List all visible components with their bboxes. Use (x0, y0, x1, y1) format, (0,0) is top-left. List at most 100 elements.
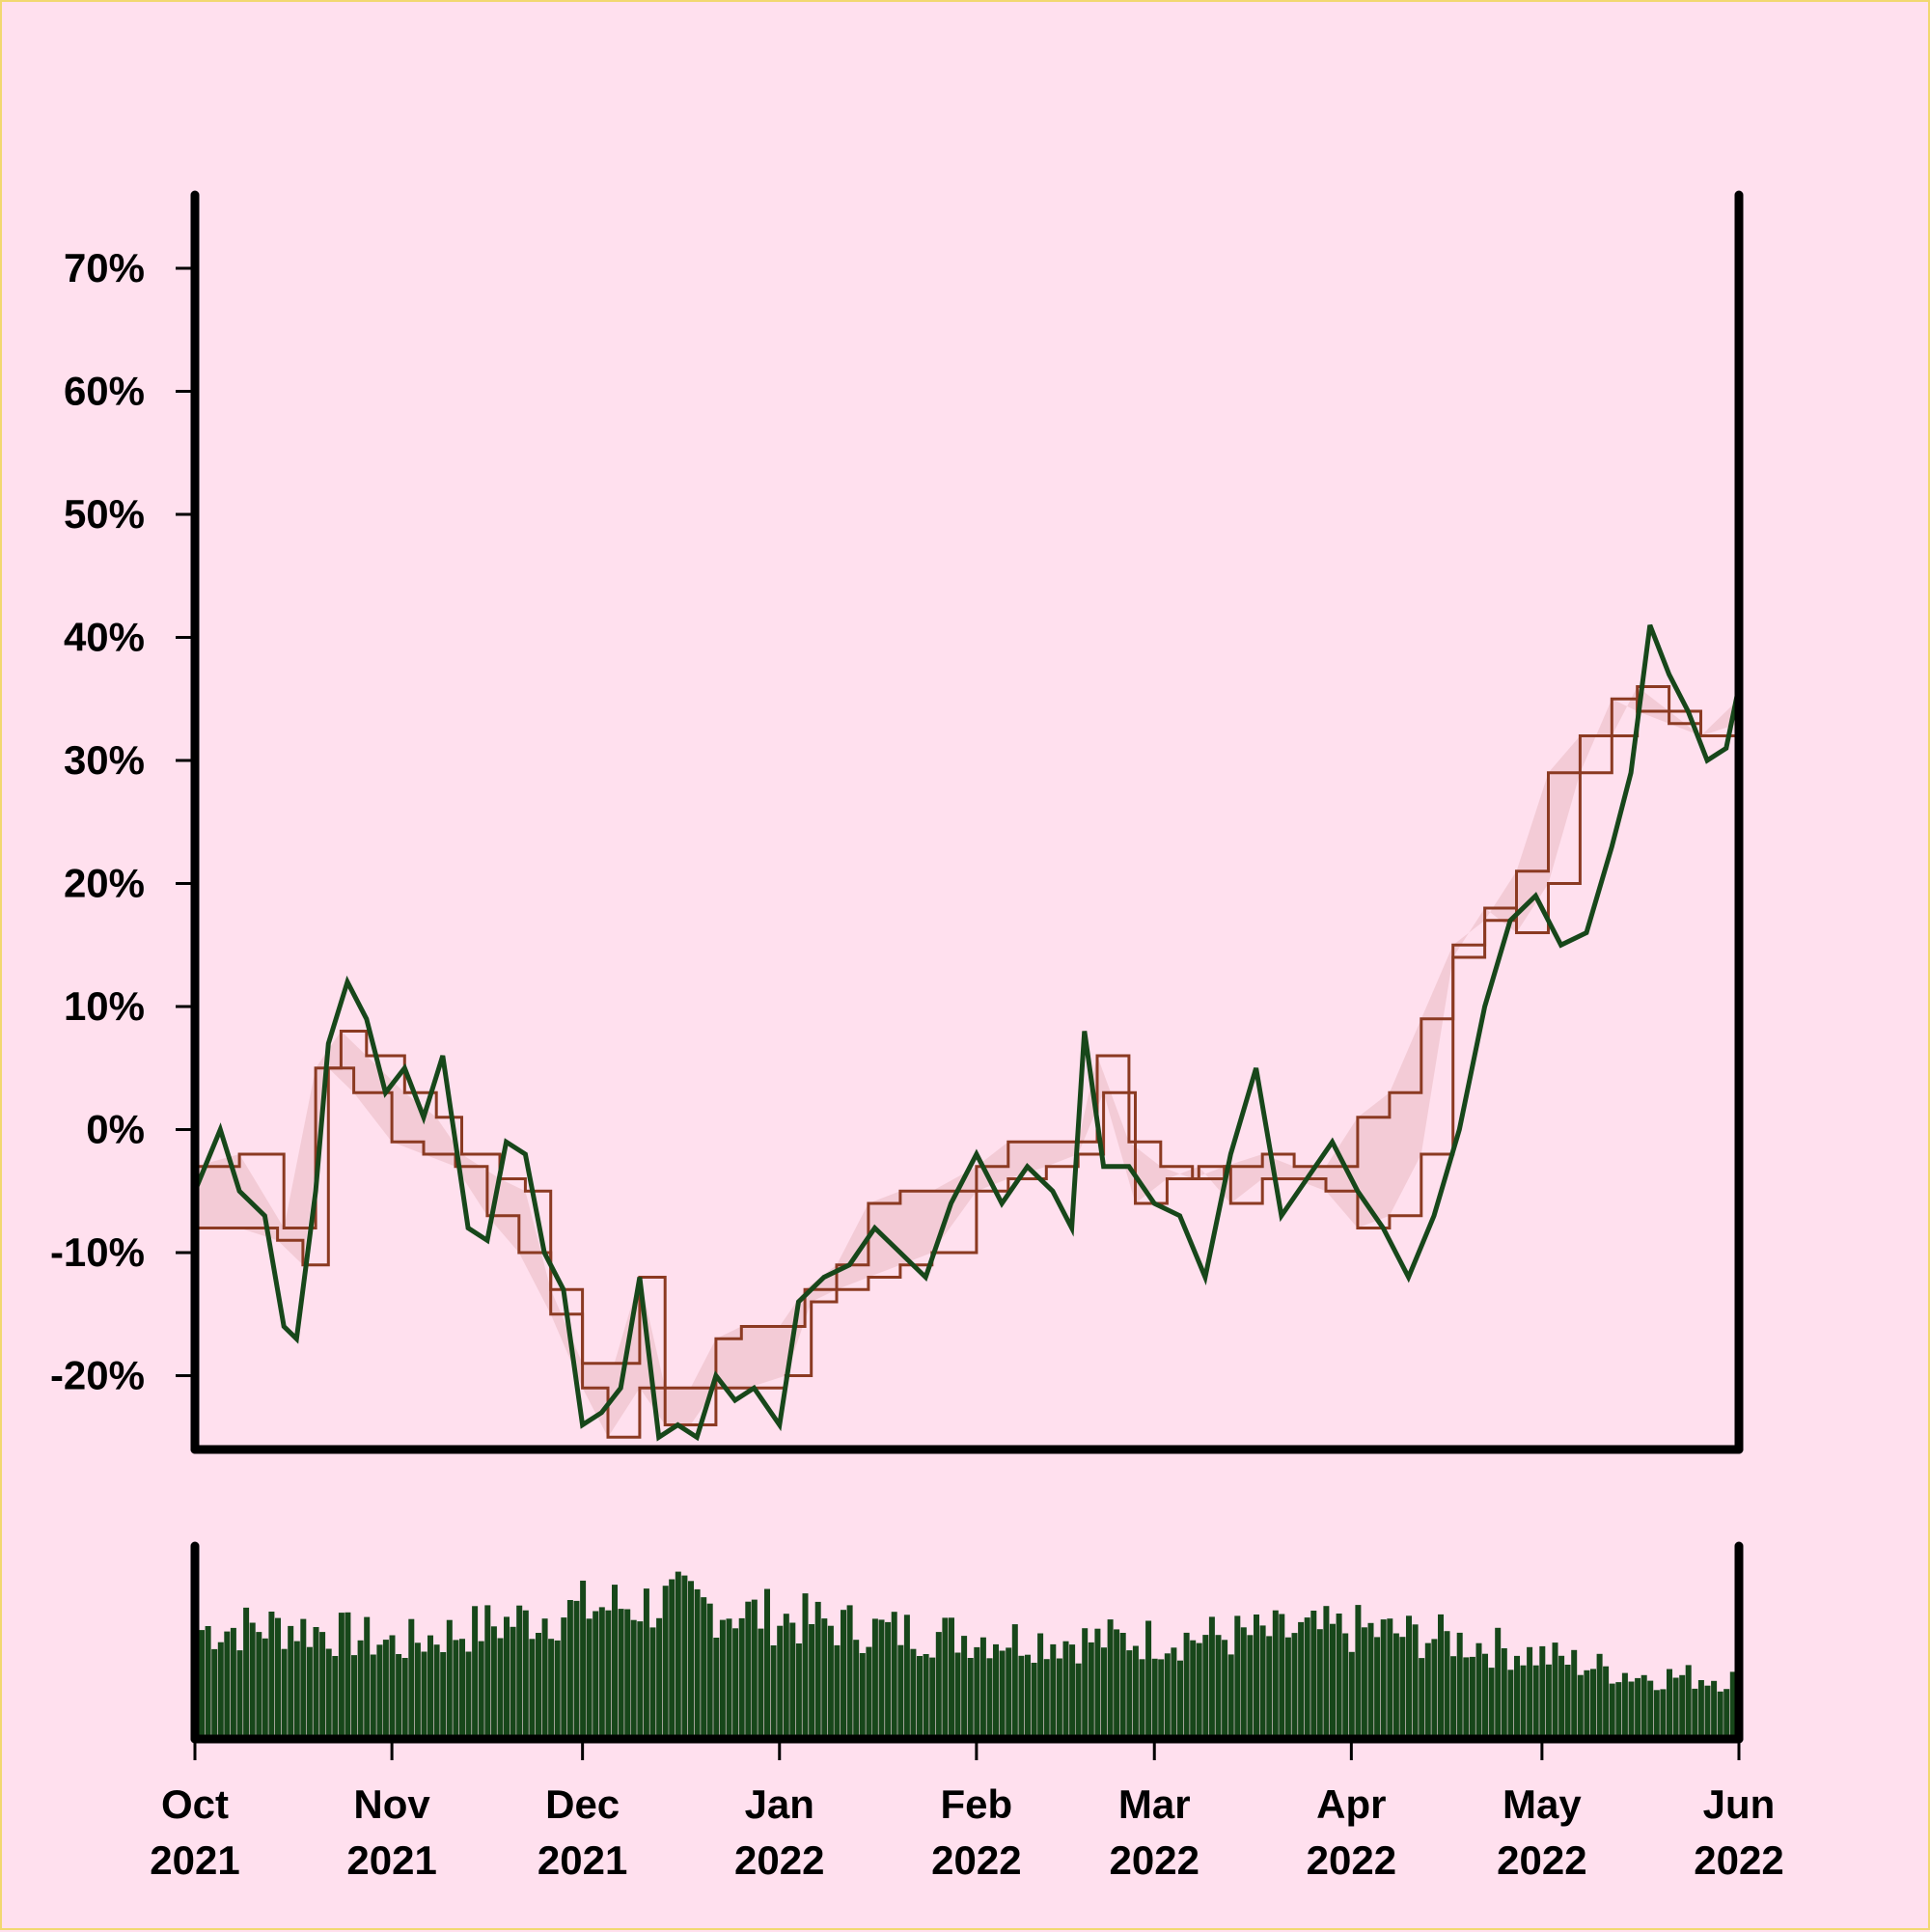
volume-bar (624, 1609, 631, 1739)
volume-bar (224, 1631, 231, 1739)
volume-bar (1672, 1677, 1679, 1739)
volume-bar (1094, 1628, 1101, 1739)
volume-bar (789, 1622, 796, 1739)
volume-bar (1545, 1664, 1552, 1739)
channel-band (195, 686, 1739, 1438)
x-tick-month-label: Apr (1316, 1781, 1386, 1827)
volume-bar (903, 1615, 910, 1739)
volume-bar (1660, 1689, 1667, 1739)
volume-bar (1596, 1653, 1603, 1739)
volume-bar (1406, 1615, 1412, 1739)
volume-bar (1399, 1637, 1406, 1739)
volume-bar (288, 1625, 294, 1739)
volume-bar (1667, 1669, 1672, 1739)
volume-bar (446, 1619, 453, 1739)
volume-bar (1107, 1619, 1114, 1739)
y-tick-label: -20% (50, 1353, 145, 1398)
volume-bar (656, 1617, 663, 1739)
volume-bar (554, 1640, 561, 1739)
volume-bar (421, 1651, 427, 1739)
volume-bar (675, 1571, 681, 1739)
channel-lines (195, 685, 1739, 1439)
volume-bar (999, 1650, 1006, 1739)
volume-bar (1424, 1642, 1431, 1739)
volume-bar (1323, 1606, 1330, 1739)
volume-bar (809, 1624, 815, 1739)
volume-bar (853, 1640, 860, 1739)
volume-bar (382, 1640, 389, 1739)
volume-bar (669, 1579, 676, 1739)
volume-bar (1043, 1659, 1050, 1739)
volume-bar (217, 1642, 224, 1739)
volume-bar (389, 1635, 396, 1739)
volume-bar (649, 1627, 656, 1739)
volume-bar (1126, 1650, 1133, 1739)
x-tick-year-label: 2022 (1497, 1837, 1586, 1883)
channel-fill (195, 686, 1739, 1438)
volume-bar (935, 1632, 942, 1739)
volume-bar (1158, 1659, 1165, 1739)
volume-bar (593, 1611, 599, 1739)
x-tick-year-label: 2021 (150, 1837, 239, 1883)
volume-bar (834, 1644, 841, 1739)
volume-bar (1151, 1658, 1158, 1739)
volume-bar (325, 1648, 332, 1739)
volume-bar (917, 1656, 923, 1739)
volume-bar (262, 1638, 268, 1739)
volume-bar (516, 1605, 523, 1739)
volume-bar (637, 1621, 644, 1739)
x-tick-year-label: 2022 (1307, 1837, 1396, 1883)
volume-bar (396, 1654, 402, 1739)
volume-bar (313, 1627, 319, 1739)
volume-bar (923, 1654, 929, 1739)
volume-bar (529, 1639, 536, 1739)
volume-bar (1697, 1680, 1704, 1739)
volume-bar (484, 1605, 491, 1739)
volume-bar (1438, 1614, 1444, 1739)
volume-bar (1609, 1683, 1615, 1739)
axes (190, 190, 1744, 1744)
volume-bar (1635, 1677, 1641, 1739)
volume-bar (1444, 1631, 1450, 1739)
volume-bar (1450, 1656, 1457, 1739)
volume-bar (1088, 1642, 1094, 1739)
volume-bar (954, 1652, 961, 1739)
y-tick-label: 0% (86, 1107, 145, 1152)
x-tick-month-label: Feb (941, 1781, 1013, 1827)
volume-bar (510, 1626, 516, 1739)
volume-bar (1558, 1655, 1565, 1739)
volume-bar (1571, 1649, 1578, 1739)
volume-bar (726, 1618, 732, 1739)
volume-bar (795, 1643, 802, 1739)
volume-bar (1647, 1680, 1654, 1739)
volume-bar (630, 1619, 637, 1739)
volume-bar (993, 1643, 999, 1739)
volume-bar (1082, 1628, 1089, 1739)
volume-bar (1507, 1670, 1514, 1739)
volume-bar (1723, 1689, 1730, 1739)
volume-bar (1729, 1671, 1736, 1739)
price-line (195, 623, 1739, 1442)
volume-bar (1520, 1665, 1527, 1739)
volume-bar (504, 1616, 510, 1739)
volume-bar (871, 1618, 878, 1739)
volume-bar (1348, 1651, 1355, 1739)
volume-bar (814, 1601, 821, 1739)
x-axis-ticks: Oct 2021 Nov 2021 Dec 2021 Jan 2022 Feb 2022 Mar 20… (150, 1739, 1784, 1883)
x-tick-month-label: Oct (161, 1781, 229, 1827)
volume-bar (605, 1610, 612, 1739)
volume-bar (1031, 1663, 1037, 1739)
volume-bar (459, 1639, 465, 1739)
volume-bar (1501, 1648, 1507, 1739)
volume-bar (249, 1622, 256, 1739)
y-tick-label: 50% (64, 491, 145, 537)
volume-bar (1310, 1611, 1317, 1739)
volume-bar (1018, 1655, 1025, 1739)
volume-bar (1006, 1647, 1012, 1739)
volume-bar (427, 1635, 433, 1739)
volume-bar (986, 1658, 993, 1739)
volume-bar (1037, 1633, 1044, 1739)
volume-bar (401, 1658, 408, 1739)
y-tick-label: 30% (64, 737, 145, 783)
